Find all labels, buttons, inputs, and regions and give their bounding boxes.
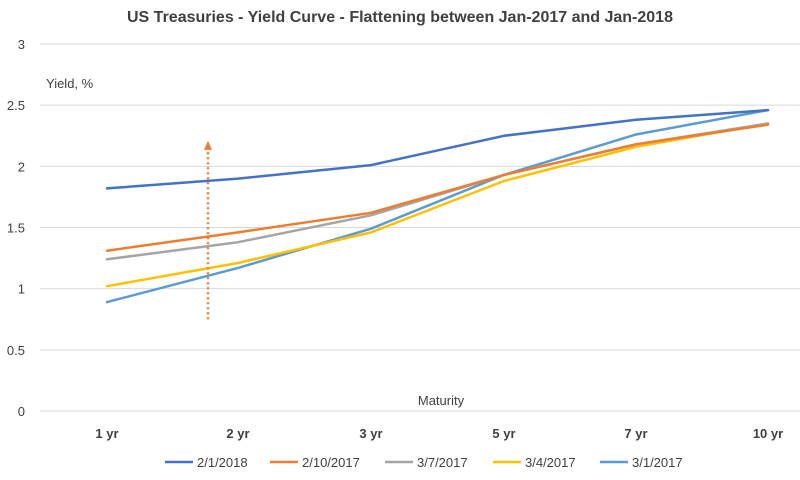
annotation <box>204 140 212 320</box>
y-tick-label: 0 <box>18 404 25 419</box>
x-tick-label: 3 yr <box>359 426 382 441</box>
y-tick-label: 1 <box>18 282 25 297</box>
legend-label: 3/1/2017 <box>632 455 683 470</box>
series-line-3-4-2017 <box>105 122 770 288</box>
legend-label: 3/7/2017 <box>417 455 468 470</box>
x-tick-label: 2 yr <box>226 426 249 441</box>
x-axis-ticks: 1 yr 2 yr 3 yr 5 yr 7 yr 10 yr <box>95 426 783 441</box>
y-tick-label: 3 <box>18 37 25 52</box>
annotation-arrow-head <box>204 140 212 150</box>
legend-label: 2/10/2017 <box>302 455 360 470</box>
series-line-2-10-2017 <box>105 123 770 252</box>
series-lines <box>105 108 770 304</box>
y-axis-label: Yield, % <box>46 76 94 91</box>
series-line-3-7-2017 <box>105 122 770 261</box>
legend: 2/1/2018 2/10/2017 3/7/2017 3/4/2017 3/1/201… <box>165 455 683 470</box>
y-tick-label: 2 <box>18 159 25 174</box>
y-axis-ticks: 0 0.5 1 1.5 2 2.5 3 <box>7 37 25 419</box>
legend-label: 3/4/2017 <box>525 455 576 470</box>
x-tick-label: 10 yr <box>753 426 783 441</box>
x-tick-label: 5 yr <box>492 426 515 441</box>
x-tick-label: 1 yr <box>95 426 118 441</box>
chart-title: US Treasuries - Yield Curve - Flattening… <box>127 9 673 26</box>
x-axis-label: Maturity <box>418 393 465 408</box>
series-line-3-1-2017 <box>105 108 770 304</box>
legend-label: 2/1/2018 <box>197 455 248 470</box>
y-tick-label: 0.5 <box>7 343 25 358</box>
y-tick-label: 2.5 <box>7 98 25 113</box>
y-tick-label: 1.5 <box>7 221 25 236</box>
gridlines <box>40 43 800 412</box>
series-line-2-1-2018 <box>105 108 770 190</box>
x-tick-label: 7 yr <box>624 426 647 441</box>
